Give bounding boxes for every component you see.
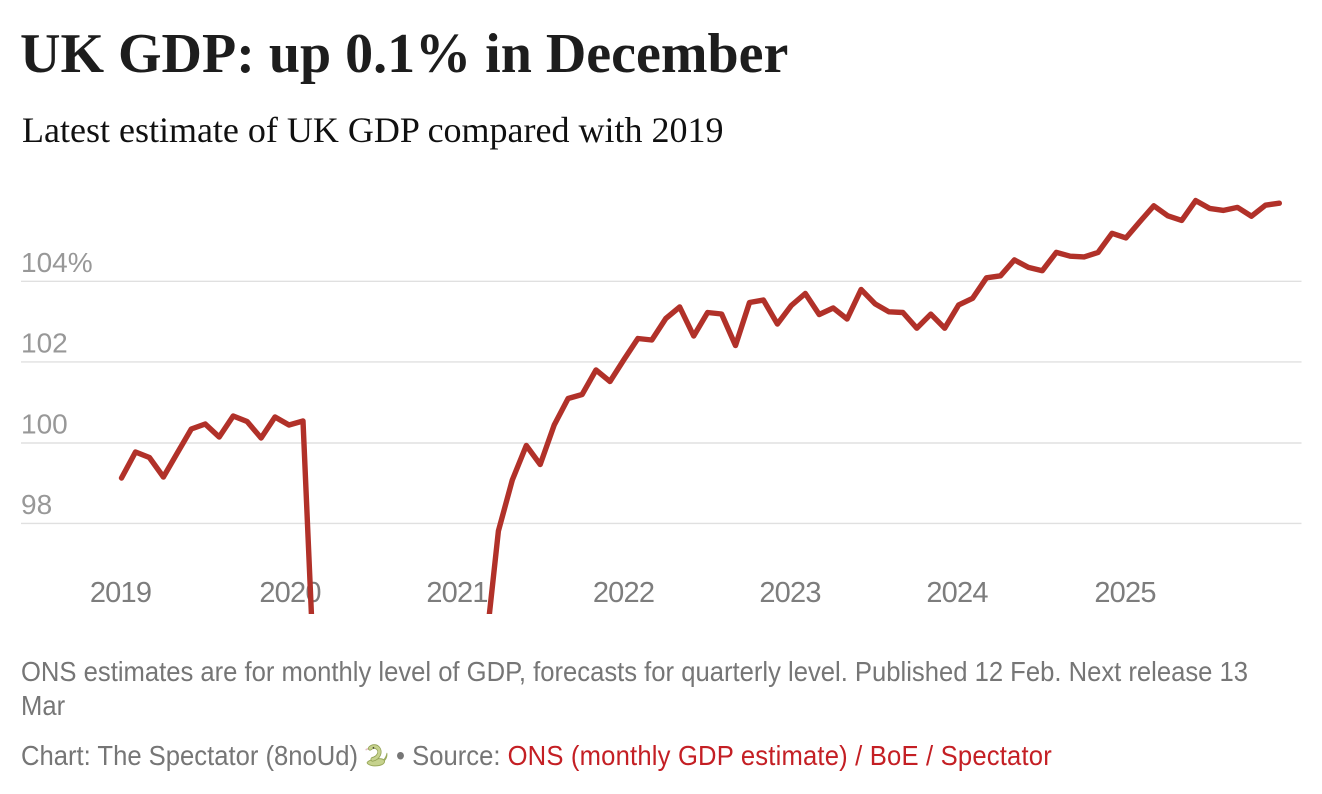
- svg-text:2021: 2021: [426, 577, 487, 609]
- svg-text:2019: 2019: [90, 577, 151, 609]
- svg-text:2024: 2024: [926, 577, 988, 609]
- svg-text:2023: 2023: [759, 577, 820, 609]
- svg-text:100: 100: [21, 409, 68, 440]
- svg-text:102: 102: [21, 327, 68, 358]
- svg-text:2022: 2022: [593, 577, 654, 609]
- svg-text:2025: 2025: [1094, 577, 1155, 609]
- svg-text:98: 98: [21, 489, 52, 520]
- svg-text:104%: 104%: [21, 247, 93, 278]
